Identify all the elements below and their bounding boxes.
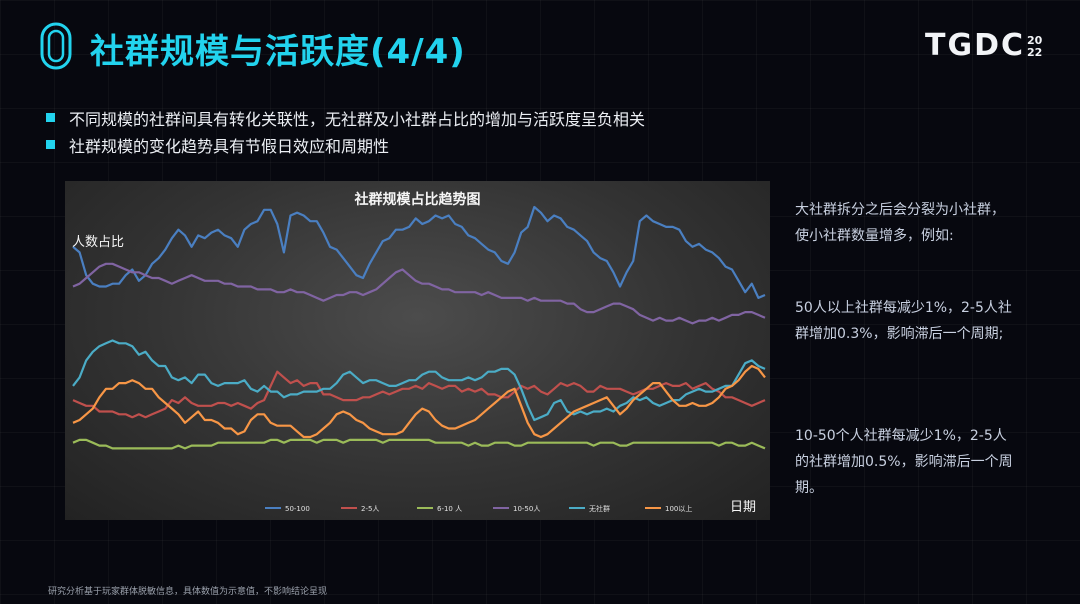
bullet-square-icon [46,113,55,122]
bullet-list: 不同规模的社群间具有转化关联性，无社群及小社群占比的增加与活跃度呈负相关 社群规… [46,104,645,158]
footer-disclaimer: 研究分析基于玩家群体脱敏信息，具体数值为示意值，不影响结论呈现 [48,587,328,597]
y-axis-label: 人数占比 [72,235,125,250]
legend-label-1: 2-5人 [361,505,379,513]
legend-label-4: 无社群 [589,504,610,513]
logo-year-bottom: 22 [1027,45,1043,59]
x-axis-label: 日期 [729,500,756,515]
series-line-1 [72,370,766,419]
bullet-text: 社群规模的变化趋势具有节假日效应和周期性 [69,136,390,156]
title-badge-icon [40,22,72,70]
series-line-2 [72,438,766,450]
bullet-text: 不同规模的社群间具有转化关联性，无社群及小社群占比的增加与活跃度呈负相关 [69,109,646,129]
series-line-3 [72,262,766,325]
bullet-square-icon [46,140,55,149]
chart-title: 社群规模占比趋势图 [354,192,481,208]
chart-canvas: 50-100 2-5人 6-10 人 10-50人 无社群 100以上 [72,205,766,513]
bullet-item: 不同规模的社群间具有转化关联性，无社群及小社群占比的增加与活跃度呈负相关 [46,104,645,131]
legend-label-3: 10-50人 [513,505,540,513]
logo-year: 20 22 [1027,33,1043,59]
series-line-5 [72,364,766,439]
bullet-item: 社群规模的变化趋势具有节假日效应和周期性 [46,131,645,158]
side-note-intro: 大社群拆分之后会分裂为小社群，使小社群数量增多，例如: [795,202,1005,244]
series-line-4 [72,339,766,422]
tgdc-logo: TGDC 20 22 [925,28,1042,63]
logo-year-top: 20 [1027,33,1043,47]
logo-text: TGDC [925,28,1026,63]
legend-label-0: 50-100 [285,505,310,513]
trend-chart: 50-100 2-5人 6-10 人 10-50人 无社群 100以上 社群规模占比趋势图… [65,181,770,520]
series-line-0 [72,205,766,299]
legend-label-2: 6-10 人 [437,505,462,513]
side-note-large-groups: 50人以上社群每减少1%，2-5人社群增加0.3%，影响滞后一个周期; [795,300,1012,342]
side-note-mid-groups: 10-50个人社群每减少1%，2-5人的社群增加0.5%，影响滞后一个周期。 [795,428,1013,496]
legend-label-5: 100以上 [665,504,692,513]
page-title: 社群规模与活跃度(4/4) [90,32,466,72]
